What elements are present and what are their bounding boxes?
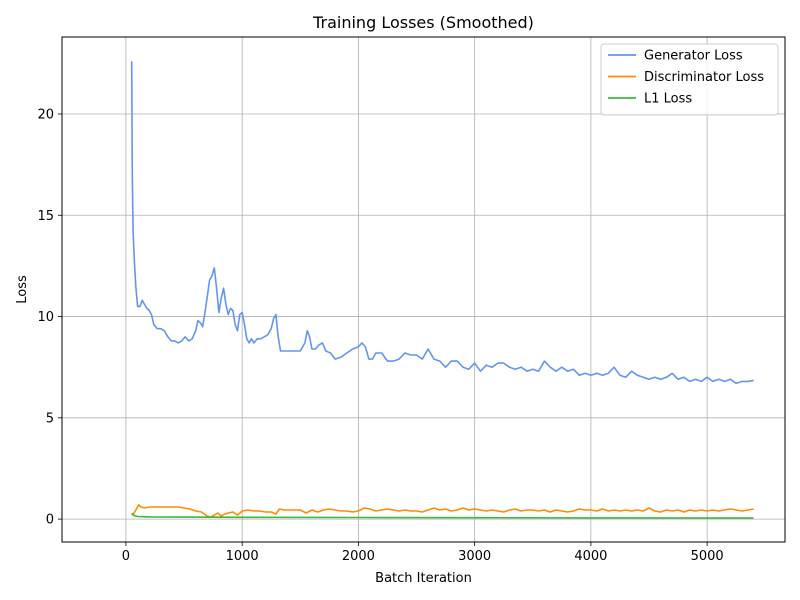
grid-lines	[62, 37, 785, 542]
y-tick-label: 20	[37, 107, 54, 122]
y-tick-label: 15	[37, 209, 54, 224]
x-tick-label: 3000	[458, 549, 491, 564]
x-tick-label: 4000	[574, 549, 607, 564]
y-axis-ticks: 0 5 10 15 20	[37, 107, 62, 528]
chart-title: Training Losses (Smoothed)	[312, 13, 534, 32]
x-axis-ticks: 0 1000 2000 3000 4000 5000	[122, 542, 724, 564]
y-axis-label: Loss	[15, 275, 30, 304]
y-tick-label: 10	[37, 310, 54, 325]
discriminator-loss-line	[131, 504, 754, 518]
legend-label: Discriminator Loss	[644, 70, 764, 85]
series-lines	[130, 61, 754, 519]
plot-frame	[61, 36, 786, 543]
y-tick-label: 5	[46, 411, 54, 426]
legend-label: L1 Loss	[644, 92, 692, 107]
x-tick-label: 2000	[342, 549, 375, 564]
legend-label: Generator Loss	[644, 49, 743, 64]
legend: Generator Loss Discriminator Loss L1 Loss	[600, 43, 779, 116]
x-tick-label: 1000	[226, 549, 259, 564]
x-tick-label: 0	[122, 549, 130, 564]
plot-area	[62, 37, 785, 542]
l1-loss-line	[131, 512, 754, 519]
generator-loss-line	[130, 61, 754, 385]
x-axis-label: Batch Iteration	[375, 571, 472, 586]
y-tick-label: 0	[46, 513, 54, 528]
x-tick-label: 5000	[691, 549, 724, 564]
legend-box	[600, 43, 779, 116]
